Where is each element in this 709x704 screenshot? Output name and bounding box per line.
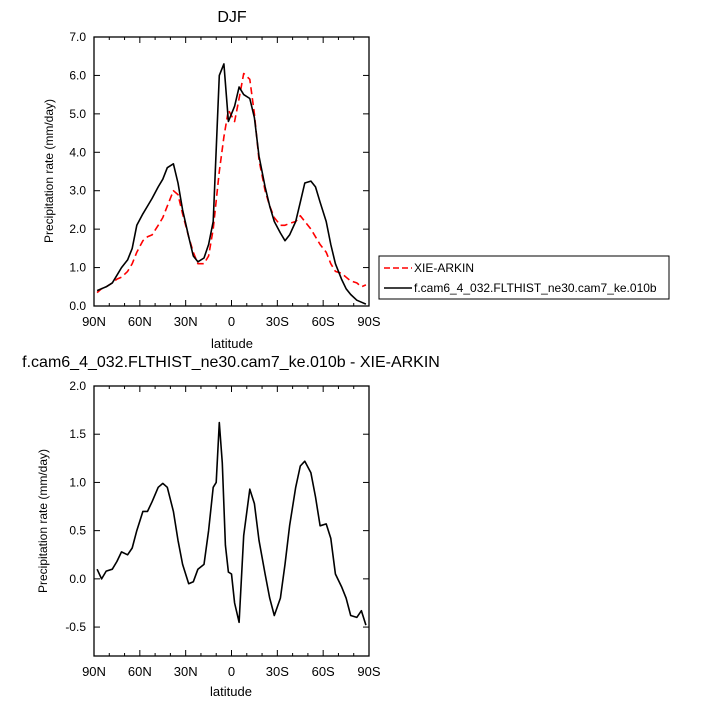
y-tick-label: 1.0 [69, 261, 86, 275]
y-tick-label: 6.0 [69, 68, 86, 82]
top-x-ticks: 90N 60N 30N 0 30S 60S 90S [82, 37, 381, 329]
series-line-xie-arkin [96, 72, 367, 294]
bottom-y-axis-label: Precipitation rate (mm/day) [36, 449, 50, 593]
bottom-panel: f.cam6_4_032.FLTHIST_ne30.cam7_ke.010b -… [22, 354, 440, 699]
y-tick-label: 1.0 [69, 475, 86, 489]
x-tick-label: 30N [174, 664, 198, 679]
legend-label-xie-arkin: XIE-ARKIN [414, 261, 474, 275]
x-tick-label: 0 [228, 664, 235, 679]
bottom-y-ticks: -0.5 0.0 0.5 1.0 1.5 2.0 [65, 379, 369, 634]
top-series-group [96, 63, 367, 305]
x-tick-label: 30N [174, 314, 198, 329]
top-y-axis-label: Precipitation rate (mm/day) [42, 99, 56, 243]
bottom-x-ticks: 90N 60N 30N 0 30S 60S 90S [82, 386, 381, 679]
legend: XIE-ARKIN f.cam6_4_032.FLTHIST_ne30.cam7… [378, 255, 670, 300]
x-tick-label: 90S [357, 664, 380, 679]
bottom-chart-title: f.cam6_4_032.FLTHIST_ne30.cam7_ke.010b -… [22, 354, 440, 371]
top-plot-frame [93, 36, 370, 307]
series-line-f-cam6-4-032-flthist-ne30-cam7-ke-010b [96, 63, 367, 305]
top-x-axis-label: latitude [211, 336, 253, 351]
y-tick-label: 1.5 [69, 427, 86, 441]
bottom-x-axis-label: latitude [210, 684, 252, 699]
y-tick-label: 0.0 [69, 299, 86, 313]
x-tick-label: 90N [82, 664, 106, 679]
y-tick-label: 0.0 [69, 572, 86, 586]
y-tick-label: 7.0 [69, 30, 86, 44]
x-tick-label: 60S [312, 314, 335, 329]
y-tick-label: 5.0 [69, 107, 86, 121]
y-tick-label: -0.5 [65, 620, 86, 634]
legend-box [378, 255, 670, 300]
x-tick-label: 60S [312, 664, 335, 679]
top-chart-title: DJF [217, 9, 247, 26]
x-tick-label: 0 [228, 314, 235, 329]
top-y-ticks: 0.0 1.0 2.0 3.0 4.0 5.0 6.0 7.0 [69, 30, 369, 313]
y-tick-label: 4.0 [69, 145, 86, 159]
y-tick-label: 2.0 [69, 222, 86, 236]
y-tick-label: 0.5 [69, 524, 86, 538]
x-tick-label: 30S [266, 664, 289, 679]
x-tick-label: 60N [128, 314, 152, 329]
x-tick-label: 30S [266, 314, 289, 329]
legend-label-cam6: f.cam6_4_032.FLTHIST_ne30.cam7_ke.010b [414, 281, 657, 295]
series-line-difference [96, 421, 367, 626]
bottom-series-group [96, 421, 367, 626]
bottom-plot-frame [93, 385, 370, 657]
y-tick-label: 2.0 [69, 379, 86, 393]
top-panel: DJF 90N 60N 30N 0 30S 60S 90S 0.0 1.0 2.0 3.0 4.0 5… [42, 9, 381, 351]
x-tick-label: 90S [357, 314, 380, 329]
x-tick-label: 90N [82, 314, 106, 329]
x-tick-label: 60N [128, 664, 152, 679]
y-tick-label: 3.0 [69, 184, 86, 198]
